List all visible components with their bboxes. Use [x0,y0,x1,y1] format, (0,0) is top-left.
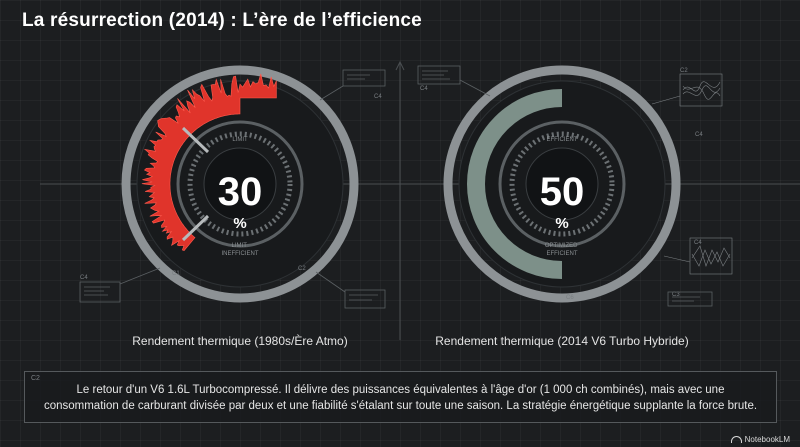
gauge-left-mid-ring [176,120,304,248]
gauge-right: 50 % EFFICIENT OPTIMIZED EFFICIENT C4 C6… [417,65,733,307]
gauge-right-tag-c4-mid: C4 [695,132,703,138]
gauge-right-wave-widget-bottom [663,237,733,275]
gauge-right-caption: Rendement thermique (2014 V6 Turbo Hybri… [435,334,689,348]
summary-box: C2 Le retour d'un V6 1.6L Turbocompressé… [24,371,777,423]
gauge-left-core [203,147,277,221]
gauge-right-wave-widget-top [651,73,723,107]
gauge-left-tag-c2: C2 [298,266,306,272]
gauge-right-tag-c6: C6 [566,295,574,301]
gauge-left-hud-widget-bottom-left [79,267,161,303]
gauge-left-caption: Rendement thermique (1980s/Ère Atmo) [132,334,348,348]
gauge-left-hud-widget-top [319,69,386,101]
gauge-right-inner-bottom-label: OPTIMIZED EFFICIENT [545,243,579,257]
gauge-left-needle-bottom [181,214,210,242]
gauge-left-inner-bottom-label: LIMIT INEFFICIENT [222,243,259,257]
notebooklm-logo-icon [730,436,742,443]
summary-tag: C2 [31,375,40,382]
gauge-left-tag-c4-bottom: C4 [80,275,88,281]
gauge-left-value: 30 [218,170,263,214]
gauge-left-needle-top [181,126,210,154]
gauge-right-hud-widget-top-left [417,65,491,97]
gauge-left-inner-top-label: LIMIT [232,137,248,143]
brand-name: NotebookLM [744,435,790,444]
gauge-right-hud-widget-bottom [667,291,713,307]
brand-watermark: NotebookLM [730,435,790,444]
gauge-right-inner-bottom-line2: EFFICIENT [547,251,578,257]
page-title: La résurrection (2014) : L’ère de l’effi… [22,10,422,31]
gauge-left-inner-bottom-line2: INEFFICIENT [222,251,259,257]
gauge-right-mid-ring [498,120,626,248]
gauge-right-value: 50 [540,170,585,214]
gauge-left-hud-widget-bottom-right [315,271,386,309]
gauge-right-tag-c2: C2 [680,68,688,74]
gauge-left-tag-c1: C1 [172,271,180,277]
gauge-right-tag-c4-top: C4 [420,86,428,92]
gauge-left-tick-ring [187,131,293,237]
gauge-left-inner-bottom-line1: LIMIT [232,243,248,249]
gauge-right-inner-bottom-line1: OPTIMIZED [545,243,578,249]
gauge-right-tag-c3: C3 [672,292,680,298]
gauge-left: 30 % LIMIT LIMIT INEFFICIENT C4 C1 C2 C4 [79,65,386,309]
gauge-left-outer-ring [121,65,359,303]
gauge-right-green-arc [467,89,563,279]
gauge-left-tag-c4-top: C4 [374,94,382,100]
gauge-right-unit: % [555,215,568,232]
gauge-right-core [525,147,599,221]
gauge-right-outer-ring [443,65,681,303]
gauge-right-tag-c4-bottom: C4 [694,240,702,246]
gauge-left-red-spectrum [141,73,277,251]
gauge-right-tick-ring [509,131,615,237]
summary-text: Le retour d'un V6 1.6L Turbocompressé. I… [43,384,758,412]
gauge-left-unit: % [233,215,246,232]
gauge-right-inner-top-label: EFFICIENT [547,137,578,143]
